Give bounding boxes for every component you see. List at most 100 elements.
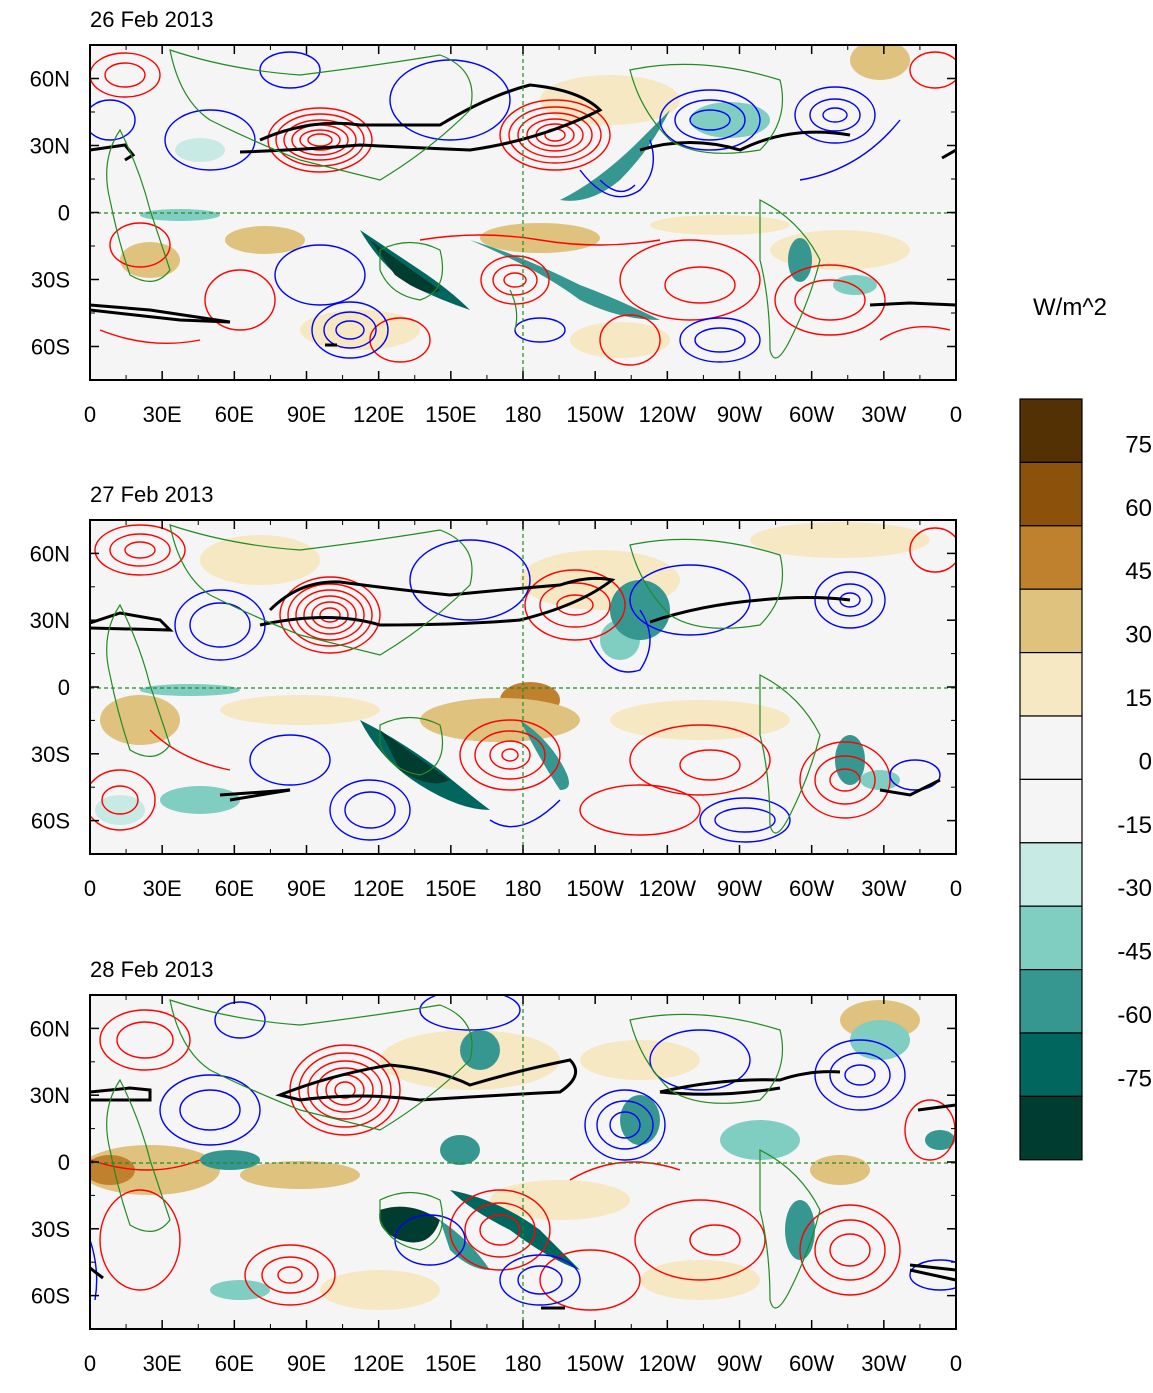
colorbar-swatch: [1019, 461, 1083, 527]
zero-contours: [90, 1058, 956, 1310]
colorbar-label: -60: [1117, 1002, 1152, 1029]
lon-tick-label: 30E: [143, 1351, 182, 1376]
lon-tick-label: 120W: [639, 876, 697, 901]
colorbar-swatch: [1019, 588, 1083, 654]
flux-shading: [90, 1000, 955, 1310]
colorbar-boxes: [1019, 398, 1083, 1161]
lon-tick-label: 90W: [717, 876, 762, 901]
lat-tick-label: 0: [58, 1150, 70, 1175]
lon-tick-label: 180: [505, 1351, 542, 1376]
lon-tick-label: 90E: [287, 876, 326, 901]
colorbar-label: 45: [1125, 558, 1152, 585]
panel-title-2: 27 Feb 2013: [90, 482, 214, 507]
lon-tick-label: 0: [950, 876, 962, 901]
flux-shading: [120, 45, 910, 358]
lat-tick-label: 30S: [31, 742, 70, 767]
colorbar-label: -75: [1117, 1065, 1152, 1092]
colorbar-label: -30: [1117, 875, 1152, 902]
colorbar-label: 15: [1125, 685, 1152, 712]
lon-tick-label: 30E: [143, 876, 182, 901]
lon-tick-label: 150E: [425, 876, 476, 901]
lat-tick-label: 60N: [30, 541, 70, 566]
colorbar-swatch: [1019, 525, 1083, 590]
colorbar-label: 0: [1139, 748, 1152, 775]
coastlines: [106, 524, 821, 834]
lon-tick-label: 90W: [717, 402, 762, 427]
lon-tick-label: 150E: [425, 402, 476, 427]
colorbar-swatch: [1019, 398, 1083, 464]
lon-tick-label: 120E: [353, 876, 404, 901]
colorbar-swatch: [1019, 905, 1083, 971]
lon-tick-label: 60W: [789, 1351, 834, 1376]
lon-tick-label: 150W: [566, 402, 624, 427]
lat-tick-label: 30S: [31, 1217, 70, 1242]
colorbar-swatch: [1019, 651, 1083, 717]
lon-tick-label: 0: [84, 876, 96, 901]
negative-contours: [90, 995, 956, 1306]
lat-tick-label: 60S: [31, 809, 70, 834]
negative-contours: [90, 51, 901, 363]
lon-tick-label: 60E: [215, 1351, 254, 1376]
lat-tick-label: 30N: [30, 1083, 70, 1108]
positive-contours: [90, 1009, 956, 1311]
lat-tick-label: 0: [58, 675, 70, 700]
lon-tick-label: 150W: [566, 1351, 624, 1376]
lat-tick-label: 30N: [30, 608, 70, 633]
panel-title-1: 26 Feb 2013: [90, 7, 214, 32]
axes-3: 0 30E 60E 90E 120E 150E 180 150W 120W 90W 60W 30W 0 6…: [30, 994, 962, 1376]
colorbar-swatch: [1019, 715, 1083, 781]
lon-tick-label: 90E: [287, 1351, 326, 1376]
lon-tick-label: 180: [505, 402, 542, 427]
lon-tick-label: 30W: [861, 1351, 906, 1376]
colorbar-labels: 75 60 45 30 15 0 -15 -30 -45 -60 -75: [1117, 431, 1152, 1092]
colorbar-label: -45: [1117, 939, 1152, 966]
lon-tick-label: 90E: [287, 402, 326, 427]
map-panel-3: 28 Feb 2013: [30, 957, 962, 1376]
lat-tick-label: 60N: [30, 67, 70, 92]
lat-tick-label: 60S: [31, 1284, 70, 1309]
panel-title-3: 28 Feb 2013: [90, 957, 214, 982]
map-panel-2: 27 Feb 2013: [30, 482, 962, 901]
colorbar-label: 75: [1125, 431, 1152, 458]
lat-tick-label: 60N: [30, 1016, 70, 1041]
colorbar-units: W/m^2: [1033, 294, 1107, 321]
lon-tick-label: 60W: [789, 402, 834, 427]
lon-tick-label: 90W: [717, 1351, 762, 1376]
colorbar: W/m^2 75 60 45 30 15 0 -15 -30 -45 -60 -75: [1019, 294, 1152, 1161]
lon-tick-label: 120E: [353, 1351, 404, 1376]
lon-tick-label: 120E: [353, 402, 404, 427]
lat-tick-label: 60S: [31, 335, 70, 360]
flux-shading: [95, 522, 930, 825]
coastlines: [106, 999, 821, 1309]
lat-tick-label: 0: [58, 201, 70, 226]
lon-tick-label: 30E: [143, 402, 182, 427]
colorbar-label: 30: [1125, 622, 1152, 649]
lon-tick-label: 0: [950, 402, 962, 427]
lon-tick-label: 150E: [425, 1351, 476, 1376]
colorbar-swatch: [1019, 968, 1083, 1034]
colorbar-label: -15: [1117, 812, 1152, 839]
lon-tick-label: 120W: [639, 402, 697, 427]
colorbar-swatch: [1019, 1095, 1083, 1161]
lon-tick-label: 180: [505, 876, 542, 901]
zero-contours: [90, 576, 941, 802]
colorbar-swatch: [1019, 1032, 1083, 1098]
lon-tick-label: 0: [84, 402, 96, 427]
lon-tick-label: 60E: [215, 876, 254, 901]
colorbar-swatch: [1019, 842, 1083, 907]
colorbar-label: 60: [1125, 495, 1152, 522]
lon-tick-label: 30W: [861, 402, 906, 427]
positive-contours: [90, 524, 956, 836]
lon-tick-label: 0: [950, 1351, 962, 1376]
axes-2: 0 30E 60E 90E 120E 150E 180 150W 120W 90W 60W 30W 0 6…: [30, 519, 962, 901]
lon-tick-label: 60E: [215, 402, 254, 427]
lon-tick-label: 120W: [639, 1351, 697, 1376]
lon-tick-label: 60W: [789, 876, 834, 901]
zero-contours: [90, 83, 956, 347]
lon-tick-label: 30W: [861, 876, 906, 901]
lat-tick-label: 30N: [30, 134, 70, 159]
lat-tick-label: 30S: [31, 268, 70, 293]
lon-tick-label: 150W: [566, 876, 624, 901]
axes-1: 0 30E 60E 90E 120E 150E 180 150W 120W 90W 60W 30W 0 6…: [30, 44, 962, 427]
lon-tick-label: 0: [84, 1351, 96, 1376]
